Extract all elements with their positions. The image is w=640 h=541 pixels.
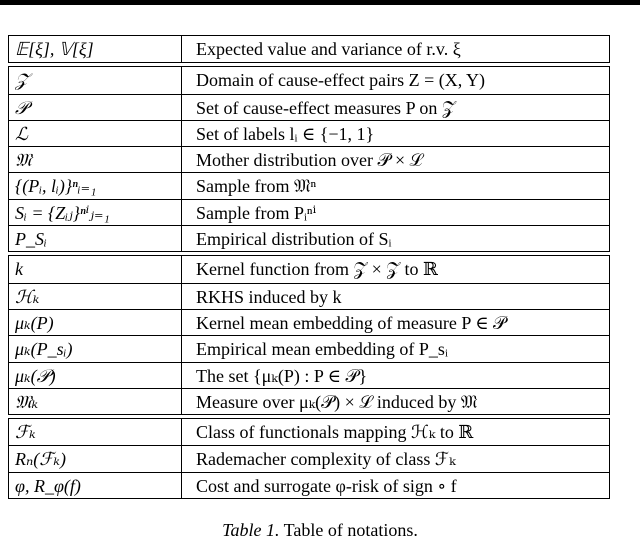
table-row: ℱₖ Class of functionals mapping ℋₖ to ℝ [9,419,609,446]
table-group: ℱₖ Class of functionals mapping ℋₖ to ℝ Rₙ… [8,418,610,500]
description-cell: Expected value and variance of r.v. ξ [196,39,461,59]
table-row: 𝔐ₖ Measure over μₖ(𝒫) × ℒ induced by 𝔐 [9,387,609,415]
description-cell: Mother distribution over 𝒫 × ℒ [196,150,423,171]
description-cell: Domain of cause-effect pairs Z = (X, Y) [196,70,486,91]
symbol-cell: ℋₖ [9,283,182,309]
symbol-cell: Rₙ(ℱₖ) [9,446,182,472]
symbol-cell: {(Pᵢ, lᵢ)}ⁿᵢ₌₁ [9,173,182,199]
description-cell: Empirical distribution of Sᵢ [196,229,392,250]
top-rule [0,0,640,5]
description-cell: Empirical mean embedding of P_sᵢ [196,339,448,360]
table-row: Rₙ(ℱₖ) Rademacher complexity of class ℱₖ [9,445,609,472]
description-cell: Set of labels lᵢ ∈ {−1, 1} [196,123,375,144]
table-row: μₖ(P) Kernel mean embedding of measure P … [9,308,609,336]
table-row: 𝒵 Domain of cause-effect pairs Z = (X, Y) [9,67,609,94]
caption: Table 1. Table of notations. [0,520,640,541]
description-cell: Kernel function from 𝒵 × 𝒵 to ℝ [196,259,438,280]
description-cell: Sample from 𝔐ⁿ [196,176,317,197]
table-row: 𝔼[ξ], 𝕍[ξ] Expected value and variance of… [9,36,609,63]
table-row: Sᵢ = {Zᵢⱼ}ⁿⁱⱼ₌₁ Sample from Pᵢⁿⁱ [9,198,609,226]
description-cell: Set of cause-effect measures P on 𝒵 [196,97,456,118]
symbol-cell: ℒ [9,120,182,147]
symbol-cell: μₖ(P_sᵢ) [9,336,182,362]
table-group: k Kernel function from 𝒵 × 𝒵 to ℝ ℋₖ RKHS i… [8,255,610,416]
caption-text: Table of notations. [283,520,418,540]
caption-label: Table 1. [222,520,280,540]
table-row: 𝒫 Set of cause-effect measures P on 𝒵 [9,93,609,120]
table-row: μₖ(P_sᵢ) Empirical mean embedding of P_sᵢ [9,335,609,362]
description-cell: Cost and surrogate φ-risk of sign ∘ f [196,475,457,496]
table-group: 𝒵 Domain of cause-effect pairs Z = (X, Y)… [8,66,610,253]
table-row: {(Pᵢ, lᵢ)}ⁿᵢ₌₁ Sample from 𝔐ⁿ [9,172,609,199]
symbol-cell: ℱₖ [9,419,182,446]
symbol-cell: 𝔐ₖ [9,388,182,415]
symbol-cell: μₖ(𝒫) [9,362,182,388]
symbol-cell: μₖ(P) [9,309,182,336]
description-cell: The set {μₖ(P) : P ∈ 𝒫} [196,365,368,386]
description-cell: Class of functionals mapping ℋₖ to ℝ [196,422,474,443]
symbol-cell: k [9,256,182,283]
symbol-cell: P_Sᵢ [9,226,182,252]
symbol-cell: 𝒵 [9,67,182,94]
symbol-cell: 𝒫 [9,94,182,120]
table-row: μₖ(𝒫) The set {μₖ(P) : P ∈ 𝒫} [9,361,609,388]
table-group: 𝔼[ξ], 𝕍[ξ] Expected value and variance of… [8,35,610,64]
table-row: ℒ Set of labels lᵢ ∈ {−1, 1} [9,119,609,147]
table-row: φ, R_φ(f) Cost and surrogate φ-risk of si… [9,471,609,499]
table-row: 𝔐 Mother distribution over 𝒫 × ℒ [9,146,609,173]
description-cell: Kernel mean embedding of measure P ∈ 𝒫 [196,312,507,333]
symbol-cell: 𝔼[ξ], 𝕍[ξ] [9,36,182,63]
symbol-cell: φ, R_φ(f) [9,472,182,499]
table-row: P_Sᵢ Empirical distribution of Sᵢ [9,225,609,252]
description-cell: Rademacher complexity of class ℱₖ [196,449,456,470]
description-cell: RKHS induced by k [196,286,342,307]
table-row: ℋₖ RKHS induced by k [9,282,609,309]
symbol-cell: Sᵢ = {Zᵢⱼ}ⁿⁱⱼ₌₁ [9,199,182,226]
notation-table: 𝔼[ξ], 𝕍[ξ] Expected value and variance of… [8,35,610,502]
description-cell: Measure over μₖ(𝒫) × ℒ induced by 𝔐 [196,391,478,412]
symbol-cell: 𝔐 [9,147,182,173]
description-cell: Sample from Pᵢⁿⁱ [196,202,317,223]
table-row: k Kernel function from 𝒵 × 𝒵 to ℝ [9,256,609,283]
